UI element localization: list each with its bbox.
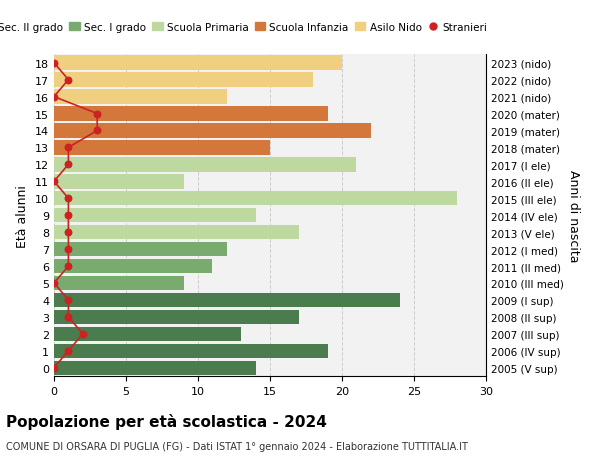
- Point: [64, 195, 73, 202]
- Bar: [54, 327, 241, 341]
- Bar: [54, 192, 457, 206]
- Point: [64, 145, 73, 152]
- Point: [64, 229, 73, 236]
- Bar: [54, 259, 212, 274]
- Bar: [54, 107, 328, 122]
- Point: [64, 313, 73, 321]
- Legend: Sec. II grado, Sec. I grado, Scuola Primaria, Scuola Infanzia, Asilo Nido, Stran: Sec. II grado, Sec. I grado, Scuola Prim…: [0, 18, 491, 37]
- Bar: [54, 56, 342, 71]
- Bar: [54, 293, 400, 308]
- Point: [92, 111, 102, 118]
- Bar: [54, 361, 256, 375]
- Bar: [54, 175, 184, 189]
- Point: [49, 364, 59, 372]
- Point: [78, 330, 88, 338]
- Point: [64, 212, 73, 219]
- Bar: [54, 141, 270, 155]
- Point: [64, 161, 73, 168]
- Bar: [54, 90, 227, 105]
- Bar: [54, 124, 371, 138]
- Text: COMUNE DI ORSARA DI PUGLIA (FG) - Dati ISTAT 1° gennaio 2024 - Elaborazione TUTT: COMUNE DI ORSARA DI PUGLIA (FG) - Dati I…: [6, 441, 468, 451]
- Text: Popolazione per età scolastica - 2024: Popolazione per età scolastica - 2024: [6, 413, 327, 429]
- Bar: [54, 225, 299, 240]
- Bar: [54, 344, 328, 358]
- Point: [49, 94, 59, 101]
- Bar: [54, 73, 313, 88]
- Point: [64, 263, 73, 270]
- Point: [92, 128, 102, 135]
- Point: [64, 297, 73, 304]
- Point: [64, 347, 73, 355]
- Bar: [54, 310, 299, 325]
- Point: [49, 60, 59, 67]
- Point: [64, 246, 73, 253]
- Y-axis label: Anni di nascita: Anni di nascita: [568, 169, 580, 262]
- Point: [64, 77, 73, 84]
- Y-axis label: Età alunni: Età alunni: [16, 185, 29, 247]
- Point: [49, 280, 59, 287]
- Point: [49, 178, 59, 185]
- Bar: [54, 208, 256, 223]
- Bar: [54, 242, 227, 257]
- Bar: [54, 158, 356, 172]
- Bar: [54, 276, 184, 291]
